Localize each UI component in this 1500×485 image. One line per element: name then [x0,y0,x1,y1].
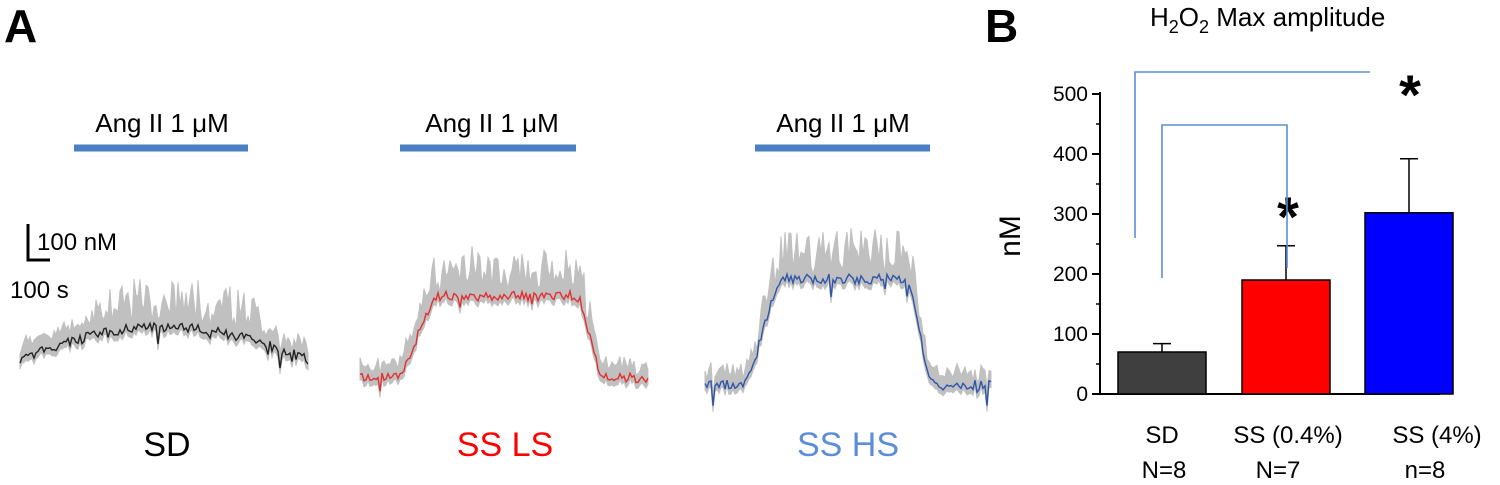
scale-bar-lines [26,224,50,262]
n-label-1: N=8 [1142,457,1187,484]
scale-bar-time-label: 100 s [10,277,69,304]
category-label-1: SD [1145,422,1178,449]
panel-a-letter: A [4,0,37,52]
chart-title-h: H [1150,2,1169,32]
trace-error-envelope-3 [704,228,992,412]
y-tick-label-1: 100 [1053,323,1088,346]
y-tick-label-2: 200 [1053,263,1088,286]
bar-3 [1364,212,1454,395]
trace-group-label-1: SD [143,426,190,464]
chart-title-o: O [1179,2,1199,32]
trace-group-label-2: SS LS [457,426,553,464]
trace-group-1: Ang II 1 μM SD [19,108,309,464]
panel-b-letter: B [985,0,1018,52]
drug-label-2: Ang II 1 μM [425,108,558,138]
chart-title-sub-1: 2 [1169,17,1179,37]
y-axis-title: nM [994,215,1027,257]
trace-line-3 [704,271,992,406]
comparison-bracket-sd-vs-ss-4 [1134,71,1370,238]
bar-1 [1117,351,1207,395]
chart-title: H2O2 Max amplitude [1150,2,1385,37]
y-tick-label-5: 500 [1053,83,1088,106]
y-tick-label-0: 0 [1076,383,1088,406]
trace-error-envelope-2 [359,245,649,398]
y-tick-label-3: 300 [1053,203,1088,226]
trace-line-2 [359,288,649,392]
n-label-3: n=8 [1405,457,1446,484]
scale-bar-concentration-label: 100 nM [37,229,117,256]
comparison-bracket-sd-vs-ss-0-4 [1161,124,1288,278]
trace-line-1 [19,321,309,369]
trace-group-label-3: SS HS [797,426,899,464]
trace-group-3: Ang II 1 μM SS HS [704,108,992,464]
trace-error-envelope-1 [19,279,309,375]
category-label-2: SS (0.4%) [1233,422,1342,449]
trace-group-2: Ang II 1 μM SS LS [359,108,649,464]
drug-label-3: Ang II 1 μM [776,108,909,138]
drug-label-1: Ang II 1 μM [95,108,228,138]
bar-2 [1241,279,1331,395]
y-tick-label-4: 400 [1053,143,1088,166]
significance-star-2: * [1277,185,1299,248]
bar-chart: 0 100 200 300 400 500 SD N=8 SS (0.4%) N=7 SS (4%)… [1053,63,1482,484]
n-label-2: N=7 [1256,457,1301,484]
scale-bar: 100 nM 100 s [10,224,117,304]
chart-title-sub-2: 2 [1199,17,1209,37]
significance-star-3: * [1399,63,1421,126]
chart-title-rest: Max amplitude [1209,2,1385,32]
category-label-3: SS (4%) [1392,422,1481,449]
